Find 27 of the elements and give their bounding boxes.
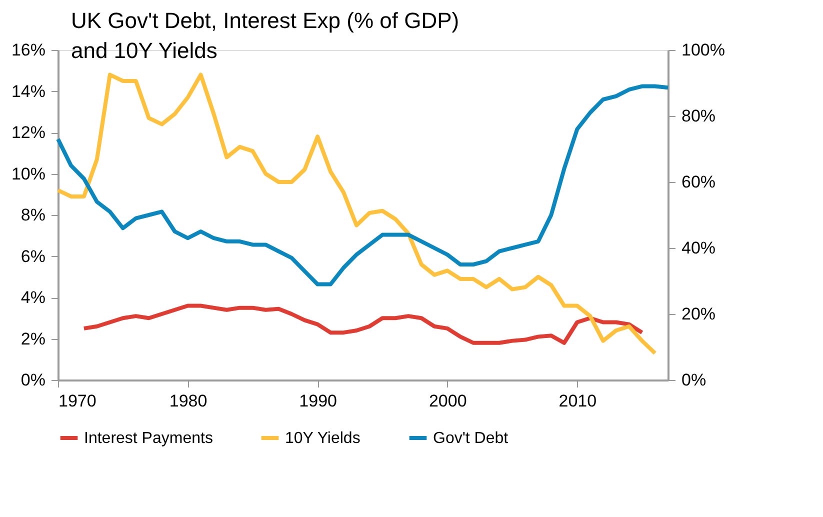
y2-tick-label: 40% [682, 238, 716, 258]
chart-title: UK Gov't Debt, Interest Exp (% of GDP) and 10Y Yields [70, 8, 460, 63]
y2-tick-label: 60% [682, 172, 716, 192]
y-tick-label: 6% [20, 246, 46, 266]
legend-label: Gov't Debt [433, 430, 509, 447]
line-series [56, 72, 658, 356]
y2-tick-label: 0% [682, 370, 706, 390]
x-tick-label: 1970 [58, 392, 96, 410]
y-tick-label: 12% [11, 123, 46, 142]
y-tick-label: 4% [20, 288, 46, 307]
y-tick-label: 8% [20, 206, 46, 224]
y-tick-label: 16% [11, 40, 46, 60]
line-series [82, 304, 644, 345]
y2-tick-label: 80% [682, 106, 716, 126]
line-series [56, 84, 670, 286]
y-tick-label: 0% [20, 370, 46, 390]
legend-label: Interest Payments [84, 430, 213, 447]
y2-tick-label: 100% [682, 40, 725, 60]
x-tick-label: 1980 [169, 392, 208, 410]
x-tick-label: 1990 [299, 392, 337, 410]
legend-label: 10Y Yields [285, 430, 360, 447]
x-tick-label: 2010 [558, 392, 597, 410]
y-tick-label: 14% [11, 82, 46, 101]
y2-tick-label: 20% [682, 304, 716, 324]
y-tick-label: 2% [20, 329, 46, 348]
x-tick-label: 2000 [428, 392, 467, 410]
y-tick-label: 10% [11, 164, 46, 184]
